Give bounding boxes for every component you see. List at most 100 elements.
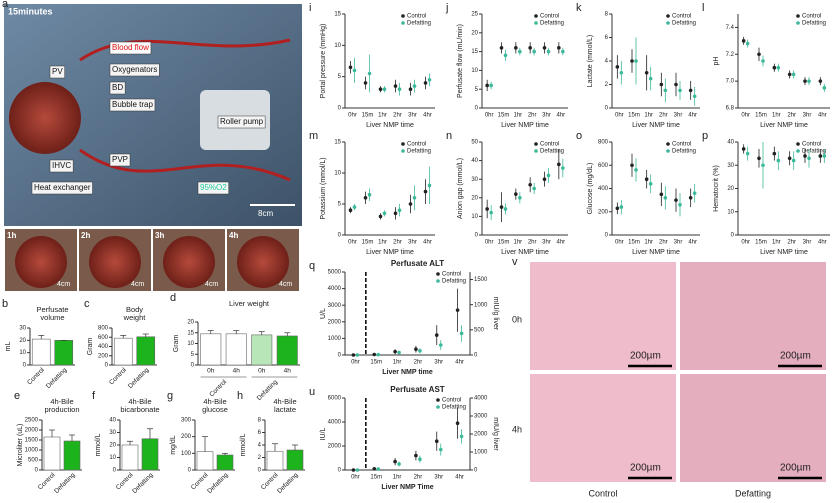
point bbox=[455, 421, 460, 426]
y-tick-label: 20 bbox=[109, 443, 116, 449]
bar bbox=[136, 336, 156, 366]
y-tick-label: 0 bbox=[35, 468, 39, 474]
bar bbox=[216, 454, 234, 471]
y-tick-label: 600 bbox=[598, 163, 609, 169]
point bbox=[741, 39, 746, 43]
x-tick-label: 1hr bbox=[513, 240, 522, 246]
x-tick-label: 2hr bbox=[393, 240, 402, 246]
point bbox=[692, 191, 697, 195]
bar bbox=[251, 334, 273, 366]
point bbox=[757, 52, 761, 57]
x-tick-label: Defatting bbox=[53, 471, 77, 495]
x-tick-label: 2hr bbox=[787, 240, 796, 246]
panel-letter: b bbox=[2, 298, 8, 310]
y2-axis-label: mIU/g liver bbox=[492, 297, 499, 331]
y-tick-label: 100 bbox=[181, 451, 192, 457]
y-axis-label: mg/dL bbox=[170, 435, 177, 455]
legend-marker bbox=[796, 14, 800, 18]
point bbox=[634, 168, 638, 172]
point bbox=[376, 467, 381, 471]
point bbox=[822, 154, 827, 158]
point bbox=[378, 87, 383, 91]
legend-label: Control bbox=[802, 14, 821, 20]
y-tick-label: 20 bbox=[471, 195, 478, 201]
point bbox=[503, 207, 508, 211]
y-tick-label: 30 bbox=[727, 163, 734, 169]
col-label: Control bbox=[588, 488, 617, 498]
legend-label: Defatting bbox=[802, 21, 826, 27]
scale-label: 4cm bbox=[279, 281, 292, 288]
point bbox=[542, 177, 547, 181]
bar bbox=[225, 333, 247, 366]
x-axis-label: Liver NMP time bbox=[382, 369, 433, 376]
point bbox=[561, 166, 565, 170]
x-tick-label: 3hr bbox=[408, 240, 417, 246]
legend-marker bbox=[436, 398, 440, 402]
panel-letter: a bbox=[2, 0, 9, 10]
y-tick-label: 20 bbox=[187, 320, 194, 326]
panel-letter: v bbox=[512, 256, 518, 268]
legend-marker bbox=[666, 21, 670, 25]
point bbox=[485, 207, 489, 211]
y-tick-label: 1000 bbox=[25, 448, 39, 454]
y-tick-label: 7.0 bbox=[726, 79, 735, 85]
point bbox=[355, 468, 360, 472]
y2-tick-label: 1000 bbox=[474, 302, 488, 308]
point bbox=[382, 87, 387, 91]
y-tick-label: 7.4 bbox=[726, 25, 735, 31]
x-tick-label: 2hr bbox=[528, 240, 537, 246]
x-tick-label: 1hr bbox=[378, 113, 387, 119]
liver bbox=[163, 236, 215, 288]
y-tick-label: 300 bbox=[181, 418, 192, 424]
y-tick-label: 1500 bbox=[25, 438, 39, 444]
label-box bbox=[49, 159, 74, 173]
point bbox=[393, 211, 398, 216]
point bbox=[615, 65, 620, 69]
bar bbox=[200, 333, 222, 366]
legend-marker bbox=[401, 142, 405, 146]
legend-label: Defatting bbox=[407, 21, 431, 27]
x-tick-label: 0h bbox=[258, 368, 266, 375]
point bbox=[692, 94, 697, 99]
legend-marker bbox=[436, 272, 440, 276]
row-label: 4h bbox=[512, 424, 522, 434]
y-tick-label: 2000 bbox=[25, 428, 39, 434]
x-tick-label: Defatting bbox=[45, 366, 69, 390]
y-tick-label: 30 bbox=[19, 326, 26, 332]
label-box bbox=[49, 65, 65, 79]
y-axis-label: Portal pressure (mmHg) bbox=[320, 24, 327, 99]
legend-marker bbox=[534, 14, 538, 18]
bar bbox=[266, 450, 284, 471]
point bbox=[818, 154, 823, 158]
legend-marker bbox=[534, 149, 538, 153]
y-tick-label: 2500 bbox=[25, 418, 39, 424]
point bbox=[434, 439, 439, 444]
point bbox=[393, 459, 397, 464]
y-tick-label: 0 bbox=[338, 353, 342, 359]
y-tick-label: 30 bbox=[109, 430, 116, 436]
x-axis-label: Liver NMP time bbox=[501, 122, 549, 129]
point bbox=[648, 76, 653, 81]
point bbox=[663, 88, 668, 93]
point bbox=[355, 353, 360, 357]
photo-label: IHVC bbox=[52, 161, 71, 170]
row-label: 0h bbox=[512, 314, 522, 324]
y-tick-label: 10 bbox=[334, 43, 341, 49]
panel-letter: u bbox=[309, 386, 315, 398]
y-tick-label: 20 bbox=[727, 186, 734, 192]
liver bbox=[89, 236, 141, 288]
x-tick-label: Defatting bbox=[131, 471, 155, 495]
point bbox=[542, 46, 547, 50]
y-tick-label: 10 bbox=[187, 341, 194, 347]
y-tick-label: 30 bbox=[471, 177, 478, 183]
point bbox=[807, 156, 811, 161]
x-tick-label: 3hr bbox=[434, 475, 443, 481]
y-tick-label: 50 bbox=[471, 140, 478, 146]
x-tick-label: 1hr bbox=[393, 360, 402, 366]
y2-tick-label: 2000 bbox=[474, 432, 488, 438]
legend-marker bbox=[534, 142, 538, 146]
bar bbox=[141, 438, 159, 471]
bar bbox=[276, 335, 298, 366]
x-tick-label: 2hr bbox=[787, 113, 796, 119]
x-tick-label: Control bbox=[108, 366, 128, 386]
